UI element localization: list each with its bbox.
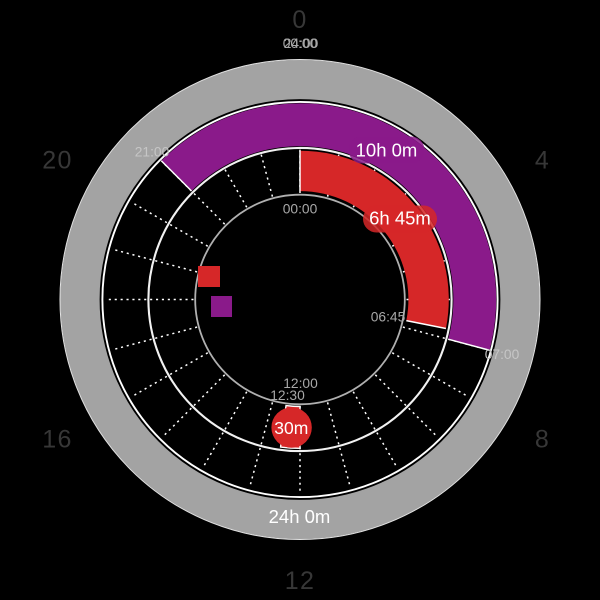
svg-text:07:00: 07:00 <box>485 347 520 362</box>
svg-text:06:45: 06:45 <box>371 310 406 325</box>
svg-text:21:00: 21:00 <box>135 145 170 160</box>
svg-text:24h 0m: 24h 0m <box>269 506 331 527</box>
svg-text:8: 8 <box>535 426 550 454</box>
svg-text:0: 0 <box>292 6 307 34</box>
svg-text:16: 16 <box>42 426 72 454</box>
svg-text:4: 4 <box>535 147 550 175</box>
svg-text:12:30: 12:30 <box>270 388 305 403</box>
svg-text:30m: 30m <box>274 418 308 438</box>
svg-text:00:00: 00:00 <box>283 201 318 216</box>
svg-text:10h 0m: 10h 0m <box>356 139 418 160</box>
svg-text:20: 20 <box>42 147 72 175</box>
svg-text:12: 12 <box>285 567 315 595</box>
svg-text:24:00: 24:00 <box>284 36 319 51</box>
svg-text:00:00: 00:00 <box>283 36 318 51</box>
svg-text:12:00: 12:00 <box>283 376 318 391</box>
svg-text:6h 45m: 6h 45m <box>369 208 431 229</box>
